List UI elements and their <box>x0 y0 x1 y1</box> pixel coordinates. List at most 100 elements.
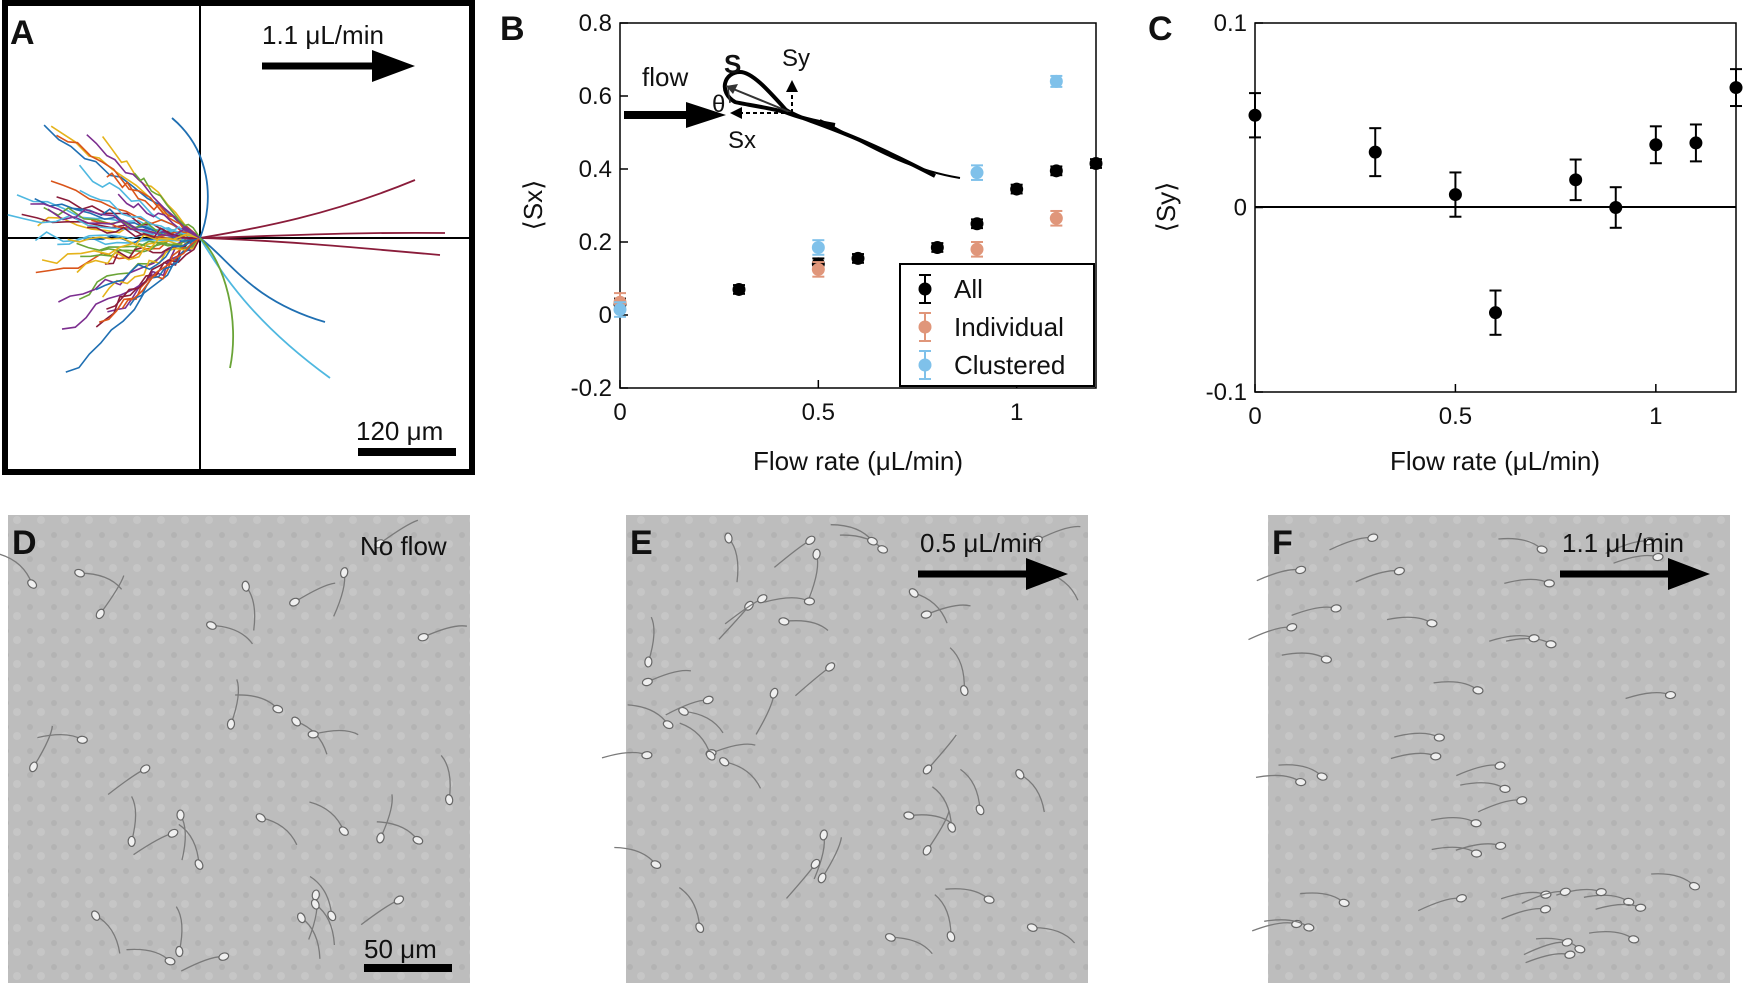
sperm-cell <box>1613 552 1664 564</box>
trajectory-track <box>199 237 234 369</box>
sperm-cell <box>1651 873 1701 891</box>
legend-entry-individual: Individual <box>918 312 1064 342</box>
sperm-cell <box>1460 782 1511 794</box>
sperm-cell <box>29 725 54 773</box>
legend-box <box>899 263 1095 387</box>
sperm-cell <box>1595 903 1647 912</box>
panel-c-ticks: 0 0.5 1-0.100.1 <box>1206 10 1663 430</box>
data-point-all <box>930 240 944 254</box>
data-point-clustered <box>1049 74 1063 88</box>
sperm-cell <box>922 734 957 775</box>
trajectory-tracks <box>7 117 446 379</box>
data-point-all <box>732 282 746 296</box>
sperm-cell <box>1255 774 1307 787</box>
sperm-cell <box>440 754 454 806</box>
sperm-cell <box>376 794 393 844</box>
sperm-cell <box>932 786 957 833</box>
legend-entry-all: All <box>918 274 983 304</box>
panel-b: B 0 0.5 1-0.200.20.40.60.8 Flow rate (μL/m… <box>500 10 1103 476</box>
sperm-cell <box>0 553 38 589</box>
inset-flow-label: flow <box>642 62 688 92</box>
sperm-cell <box>376 821 424 845</box>
trajectory-track <box>117 193 201 242</box>
trajectory-track <box>79 189 201 240</box>
sperm-cell <box>176 809 186 861</box>
panel-d-label: No flow <box>360 531 447 561</box>
sperm-cell <box>719 757 762 789</box>
data-point-all <box>1609 186 1623 229</box>
data-point-individual <box>811 261 825 278</box>
panel-e-micrograph <box>626 515 1088 983</box>
sperm-cell <box>1417 894 1467 912</box>
inset-s-label: S <box>724 49 741 79</box>
sperm-cell <box>601 751 653 760</box>
panel-b-plot-frame <box>619 22 1097 389</box>
trajectory-track <box>98 237 201 323</box>
x-tick-label: 1 <box>1010 399 1023 426</box>
x-tick-label: 1 <box>1649 403 1662 430</box>
trajectory-track <box>199 231 446 239</box>
sperm-cell <box>1535 937 1586 954</box>
sperm-cell <box>360 895 405 926</box>
x-tick-label: 0.5 <box>802 399 835 426</box>
sperm-cell <box>206 621 254 645</box>
legend-label: Clustered <box>954 350 1065 380</box>
sperm-cell <box>1431 816 1482 828</box>
sperm-cell <box>945 888 995 904</box>
sperm-cell <box>1355 566 1405 583</box>
sperm-cell <box>641 669 692 687</box>
sperm-cell <box>764 597 816 606</box>
sperm-cell <box>817 837 843 884</box>
sperm-cell <box>308 889 320 940</box>
panel-a: A 1.1 μL/min 120 μm <box>2 0 475 475</box>
sperm-cell <box>1386 616 1438 628</box>
sperm-cell <box>678 887 705 934</box>
panel-e-label: 0.5 μL/min <box>920 528 1042 558</box>
trajectory-track <box>56 134 201 239</box>
inset-theta-label: θ <box>712 91 725 118</box>
legend-label: All <box>954 274 983 304</box>
y-tick-label: 0.1 <box>1214 10 1247 37</box>
sperm-cell <box>1026 923 1076 944</box>
sperm-cell <box>226 679 240 730</box>
panel-a-flow-label: 1.1 μL/min <box>262 20 384 50</box>
panel-f: F 1.1 μL/min <box>1248 515 1730 983</box>
panel-b-x-axis-label: Flow rate (μL/min) <box>753 446 963 476</box>
sperm-cell <box>74 568 123 590</box>
sperm-cell <box>1583 894 1635 907</box>
sperm-cell <box>1248 623 1298 641</box>
panel-f-label: 1.1 μL/min <box>1562 528 1684 558</box>
sperm-cell <box>126 948 176 966</box>
inset-sperm <box>722 69 936 178</box>
y-tick-label: -0.2 <box>571 375 612 402</box>
sperm-cell <box>241 580 256 631</box>
sperm-cell <box>778 617 829 631</box>
sperm-cell <box>307 729 359 739</box>
data-point-all <box>1049 164 1063 178</box>
panel-c-x-axis-label: Flow rate (μL/min) <box>1390 446 1600 476</box>
sperm-cell <box>1523 938 1573 956</box>
data-point-all <box>1729 68 1743 108</box>
sperm-cell <box>773 535 816 568</box>
data-point-individual <box>1049 209 1063 227</box>
data-point-clustered <box>613 301 627 318</box>
trajectory-track <box>95 237 201 291</box>
sperm-cell <box>960 768 985 816</box>
sperm-cell <box>678 706 724 734</box>
sperm-cell <box>920 604 971 619</box>
sperm-cell <box>417 625 468 642</box>
sperm-cell <box>813 829 828 880</box>
flow-schematic-inset: flow S Sy θ Sx <box>624 45 961 179</box>
y-tick-label: 0.6 <box>579 83 612 110</box>
sperm-cell <box>1504 578 1555 588</box>
sperm-cell <box>1291 604 1342 617</box>
trajectory-track <box>104 237 200 265</box>
legend-entry-clustered: Clustered <box>918 350 1065 380</box>
sperm-cell <box>127 796 137 848</box>
sperm-cell <box>1264 919 1315 932</box>
data-point-all <box>1010 182 1024 196</box>
sperm-cell <box>1394 732 1445 742</box>
y-tick-label: 0.2 <box>579 229 612 256</box>
sperm-cell <box>1456 761 1506 777</box>
